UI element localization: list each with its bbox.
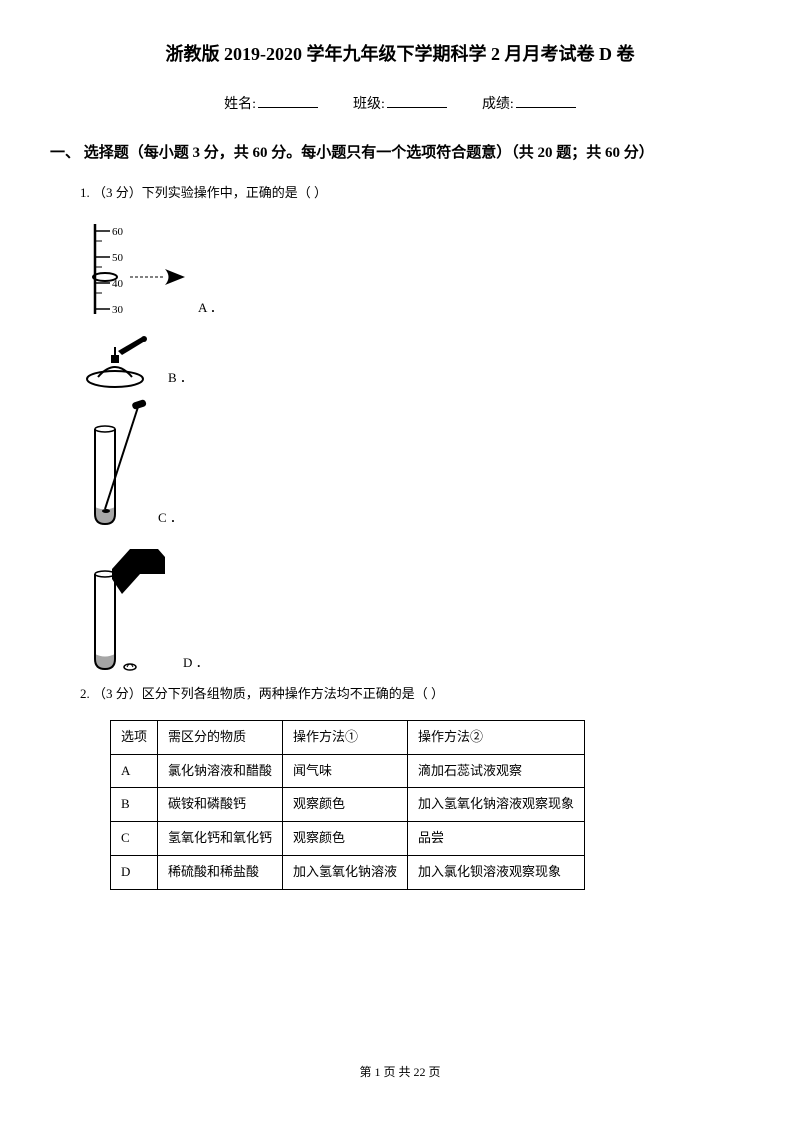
q2-h0: 选项 bbox=[111, 720, 158, 754]
q2-r2c1: 氢氧化钙和氧化钙 bbox=[158, 822, 283, 856]
q2-table: 选项 需区分的物质 操作方法① 操作方法② A 氯化钠溶液和醋酸 闻气味 滴加石… bbox=[110, 720, 585, 890]
q1-label-c: C ． bbox=[158, 508, 183, 529]
q2-r3c3: 加入氯化钡溶液观察现象 bbox=[408, 855, 585, 889]
svg-text:50: 50 bbox=[112, 252, 124, 264]
svg-text:40: 40 bbox=[112, 278, 124, 290]
q2-r3c1: 稀硫酸和稀盐酸 bbox=[158, 855, 283, 889]
q1-image-c bbox=[80, 399, 150, 529]
page-footer: 第 1 页 共 22 页 bbox=[50, 1063, 750, 1082]
q1-image-a: 60 50 40 30 bbox=[80, 219, 190, 319]
table-row: D 稀硫酸和稀盐酸 加入氢氧化钠溶液 加入氯化钡溶液观察现象 bbox=[111, 855, 585, 889]
svg-text:60: 60 bbox=[112, 226, 124, 238]
q1-stem: 1. （3 分）下列实验操作中，正确的是（ ） bbox=[80, 183, 750, 204]
q2-h1: 需区分的物质 bbox=[158, 720, 283, 754]
name-label: 姓名: bbox=[224, 97, 256, 112]
page-title: 浙教版 2019-2020 学年九年级下学期科学 2 月月考试卷 D 卷 bbox=[50, 40, 750, 69]
table-row: C 氢氧化钙和氧化钙 观察颜色 品尝 bbox=[111, 822, 585, 856]
q2-r3c0: D bbox=[111, 855, 158, 889]
q2-r1c0: B bbox=[111, 788, 158, 822]
q2-r1c3: 加入氢氧化钠溶液观察现象 bbox=[408, 788, 585, 822]
q2-stem: 2. （3 分）区分下列各组物质，两种操作方法均不正确的是（ ） bbox=[80, 684, 750, 705]
q1-label-a: A ． bbox=[198, 298, 223, 319]
q2-r2c3: 品尝 bbox=[408, 822, 585, 856]
q2-h3: 操作方法② bbox=[408, 720, 585, 754]
q2-r1c1: 碳铵和磷酸钙 bbox=[158, 788, 283, 822]
q1-label-d: D ． bbox=[183, 653, 209, 674]
table-row: B 碳铵和磷酸钙 观察颜色 加入氢氧化钠溶液观察现象 bbox=[111, 788, 585, 822]
score-label: 成绩: bbox=[482, 97, 514, 112]
q2-h2: 操作方法① bbox=[283, 720, 408, 754]
q2-r0c0: A bbox=[111, 754, 158, 788]
svg-text:30: 30 bbox=[112, 304, 124, 316]
q1-image-d bbox=[80, 539, 175, 674]
q1-image-b bbox=[80, 329, 160, 389]
table-row: A 氯化钠溶液和醋酸 闻气味 滴加石蕊试液观察 bbox=[111, 754, 585, 788]
name-blank bbox=[258, 107, 318, 108]
q2-r0c1: 氯化钠溶液和醋酸 bbox=[158, 754, 283, 788]
class-blank bbox=[387, 107, 447, 108]
q1-option-a: 60 50 40 30 A ． bbox=[80, 219, 750, 319]
table-row: 选项 需区分的物质 操作方法① 操作方法② bbox=[111, 720, 585, 754]
q2-r0c3: 滴加石蕊试液观察 bbox=[408, 754, 585, 788]
section-title: 一、 选择题（每小题 3 分，共 60 分。每小题只有一个选项符合题意）（共 2… bbox=[50, 141, 750, 165]
q1-option-d: D ． bbox=[80, 539, 750, 674]
class-label: 班级: bbox=[353, 97, 385, 112]
q2-r3c2: 加入氢氧化钠溶液 bbox=[283, 855, 408, 889]
q1-option-c: C ． bbox=[80, 399, 750, 529]
q2-r2c0: C bbox=[111, 822, 158, 856]
q1-option-b: B ． bbox=[80, 329, 750, 389]
score-blank bbox=[516, 107, 576, 108]
info-line: 姓名: 班级: 成绩: bbox=[50, 94, 750, 116]
q2-r1c2: 观察颜色 bbox=[283, 788, 408, 822]
q2-r0c2: 闻气味 bbox=[283, 754, 408, 788]
q1-label-b: B ． bbox=[168, 368, 193, 389]
q2-r2c2: 观察颜色 bbox=[283, 822, 408, 856]
